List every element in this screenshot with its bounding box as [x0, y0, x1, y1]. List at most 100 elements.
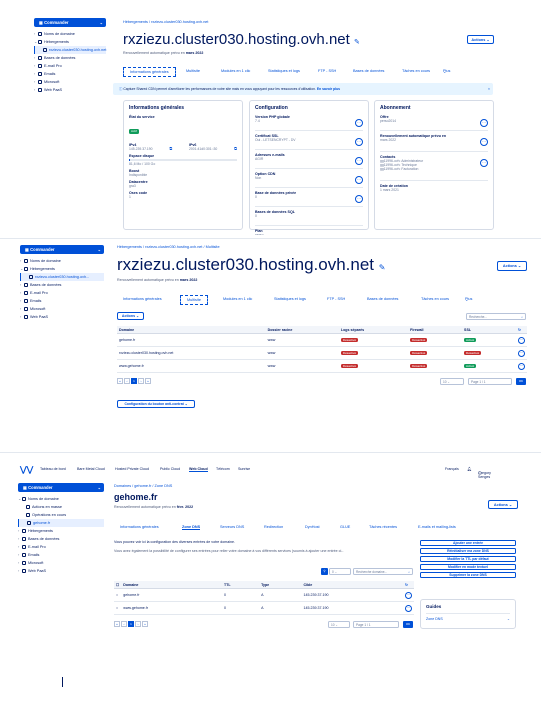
more-actions-icon[interactable]: ··· — [405, 604, 412, 612]
page-1-button[interactable]: 1 — [128, 621, 134, 627]
sidebar-item-webpaas[interactable]: › Web PaaS — [18, 569, 47, 573]
col-ssl[interactable]: SSL — [462, 326, 516, 334]
sidebar-item-hosting[interactable]: ⌄ Hébergements — [20, 267, 55, 271]
commander-button[interactable]: ▦ Commander ⌄ — [20, 245, 104, 254]
sidebar-item-microsoft[interactable]: › Microsoft — [34, 80, 60, 84]
reset-zone-button[interactable]: Réinitialiser ma zone DNS — [420, 548, 516, 554]
tab-tasks[interactable]: Tâches récentes — [369, 525, 398, 529]
sidebar-item-webpaas[interactable]: › Web PaaS — [34, 88, 63, 92]
col-target[interactable]: Cible — [301, 581, 403, 589]
more-actions-icon[interactable]: ··· — [518, 336, 525, 344]
ok-button[interactable]: OK — [403, 621, 413, 628]
breadcrumb[interactable]: Hébergements / rxziezu.cluster030.hostin… — [117, 245, 220, 249]
more-actions-icon[interactable]: ··· — [518, 362, 525, 370]
col-ttl[interactable]: TTL — [221, 581, 260, 589]
tab-dynhost[interactable]: DynHost — [305, 525, 320, 529]
search-input[interactable]: Recherche... ⌕ — [466, 313, 526, 320]
tab-more[interactable]: Plus ⌄ — [443, 69, 451, 74]
more-actions-icon[interactable]: ··· — [355, 195, 363, 203]
tab-stats[interactable]: Statistiques et logs — [274, 297, 306, 301]
commander-button[interactable]: ▦ Commander ⌄ — [34, 18, 106, 27]
add-entry-button[interactable]: Ajouter une entrée — [420, 540, 516, 546]
tab-general-info[interactable]: Informations générales — [123, 297, 162, 301]
sidebar-item-domains[interactable]: › Noms de domaine — [20, 259, 61, 263]
nav-web-cloud[interactable]: Web Cloud — [189, 467, 208, 472]
commander-button[interactable]: ▦ Commander ⌄ — [18, 483, 104, 492]
sidebar-item-emails[interactable]: › Emails — [20, 299, 42, 303]
tab-dns-servers[interactable]: Serveurs DNS — [220, 525, 245, 529]
more-actions-icon[interactable]: ··· — [355, 138, 363, 146]
nav-hosted-private-cloud[interactable]: Hosted Private Cloud — [115, 467, 149, 471]
actions-button[interactable]: Actions ⌄ — [467, 35, 494, 44]
tab-tasks[interactable]: Tâches en cours — [421, 297, 450, 301]
edit-icon[interactable]: ✎ — [353, 39, 360, 46]
tab-modules[interactable]: Modules en 1 clic — [221, 69, 251, 73]
search-input[interactable]: Recherche domaine... ⌕ — [353, 568, 413, 575]
bell-icon[interactable]: 🔔︎ — [467, 467, 472, 471]
page-size-select[interactable]: 10 ⌄ — [328, 621, 350, 628]
sidebar-item-hosting[interactable]: ⌄ Hébergements — [34, 40, 69, 44]
sidebar-item-hosting[interactable]: › Hébergements — [18, 529, 53, 533]
sidebar-item-microsoft[interactable]: › Microsoft — [18, 561, 44, 565]
tab-tasks[interactable]: Tâches en cours — [402, 69, 431, 73]
edit-ttl-button[interactable]: Modifier la TTL par défaut — [420, 556, 516, 562]
page-select[interactable]: Page 1 / 1 — [468, 378, 512, 385]
nav-telecom[interactable]: Télécom — [216, 467, 230, 471]
tab-ftp-ssh[interactable]: FTP - SSH — [327, 297, 346, 301]
nav-bare-metal[interactable]: Bare Metal Cloud — [77, 467, 105, 471]
filter-button[interactable]: ⚲ — [321, 568, 328, 575]
more-actions-icon[interactable]: ··· — [355, 119, 363, 127]
tab-databases[interactable]: Bases de données — [367, 297, 399, 301]
cdn-config-button[interactable]: Configuration du bouton anti-contrat ⌄ — [117, 400, 195, 408]
prev-page-button[interactable]: ‹ — [121, 621, 127, 627]
ovh-logo-icon[interactable]: ⋁⋁ — [20, 465, 34, 474]
actions-button[interactable]: Actions ⌄ — [497, 261, 527, 271]
col-domain[interactable]: Domaine — [117, 326, 266, 334]
sidebar-item-gehome[interactable]: gehome.fr — [18, 519, 104, 527]
col-type[interactable]: Type — [259, 581, 302, 589]
more-actions-icon[interactable]: ··· — [480, 159, 488, 167]
sidebar-item-emails[interactable]: › Emails — [18, 553, 40, 557]
tab-ftp-ssh[interactable]: FTP - SSH — [318, 69, 337, 73]
sidebar-item-webpaas[interactable]: › Web PaaS — [20, 315, 49, 319]
breadcrumb[interactable]: Domaines / gehome.fr / Zone DNS — [114, 484, 173, 488]
col-firewall[interactable]: Firewall — [408, 326, 463, 334]
col-domain[interactable]: Domaine — [121, 581, 222, 589]
actions-button[interactable]: Actions ⌄ — [488, 500, 518, 509]
tab-databases[interactable]: Bases de données — [353, 69, 385, 73]
last-page-button[interactable]: » — [145, 378, 151, 384]
page-1-button[interactable]: 1 — [131, 378, 137, 384]
nav-dashboard[interactable]: Tableau de bord — [40, 467, 66, 471]
page-select[interactable]: Page 1 / 1 — [353, 621, 399, 628]
more-actions-icon[interactable]: ··· — [480, 138, 488, 146]
tab-general-info[interactable]: Informations générales — [120, 525, 159, 529]
tab-emails[interactable]: E-mails et mailing-lists — [418, 525, 456, 529]
sidebar-item-hosting-selected[interactable]: rxziezu.cluster030.hosting.ovh.net — [34, 46, 107, 54]
last-page-button[interactable]: » — [142, 621, 148, 627]
nav-sunrise[interactable]: Sunrise — [238, 467, 251, 471]
copy-icon[interactable]: ⧉ — [169, 146, 173, 151]
breadcrumb[interactable]: Hébergements / rxziezu.cluster030.hostin… — [123, 20, 209, 24]
sidebar-item-databases[interactable]: › Bases de données — [20, 283, 62, 287]
sidebar-item-email-pro[interactable]: › E-mail Pro — [34, 64, 62, 68]
info-banner-link[interactable]: En savoir plus — [316, 87, 341, 91]
tab-dns-zone[interactable]: Zone DNS — [182, 525, 201, 530]
row-checkbox[interactable]: ○ — [114, 601, 122, 615]
sidebar-item-hosting-selected[interactable]: rxziezu.cluster030.hosting.ovh... — [20, 273, 104, 281]
tab-multisite[interactable]: Multisite — [186, 69, 200, 73]
table-actions-button[interactable]: Actions ⌄ — [117, 312, 144, 320]
sidebar-item-databases[interactable]: › Bases de données — [34, 56, 76, 60]
sidebar-item-databases[interactable]: › Bases de données — [18, 537, 60, 541]
guide-link[interactable]: Zone DNS ⌄ — [426, 613, 510, 621]
sidebar-item-email-pro[interactable]: › E-mail Pro — [18, 545, 46, 549]
refresh-icon[interactable]: ↻ — [516, 326, 527, 334]
next-page-button[interactable]: › — [138, 378, 144, 384]
more-actions-icon[interactable]: ··· — [405, 591, 412, 599]
sidebar-item-domains[interactable]: › Noms de domaine — [34, 32, 75, 36]
tab-modules[interactable]: Modules en 1 clic — [223, 297, 253, 301]
ok-button[interactable]: OK — [516, 378, 526, 385]
sidebar-item-operations[interactable]: Opérations en cours — [18, 511, 104, 519]
sidebar-item-emails[interactable]: › Emails — [34, 72, 56, 76]
sidebar-item-bulk-actions[interactable]: Actions en masse — [18, 503, 104, 511]
sidebar-item-email-pro[interactable]: › E-mail Pro — [20, 291, 48, 295]
